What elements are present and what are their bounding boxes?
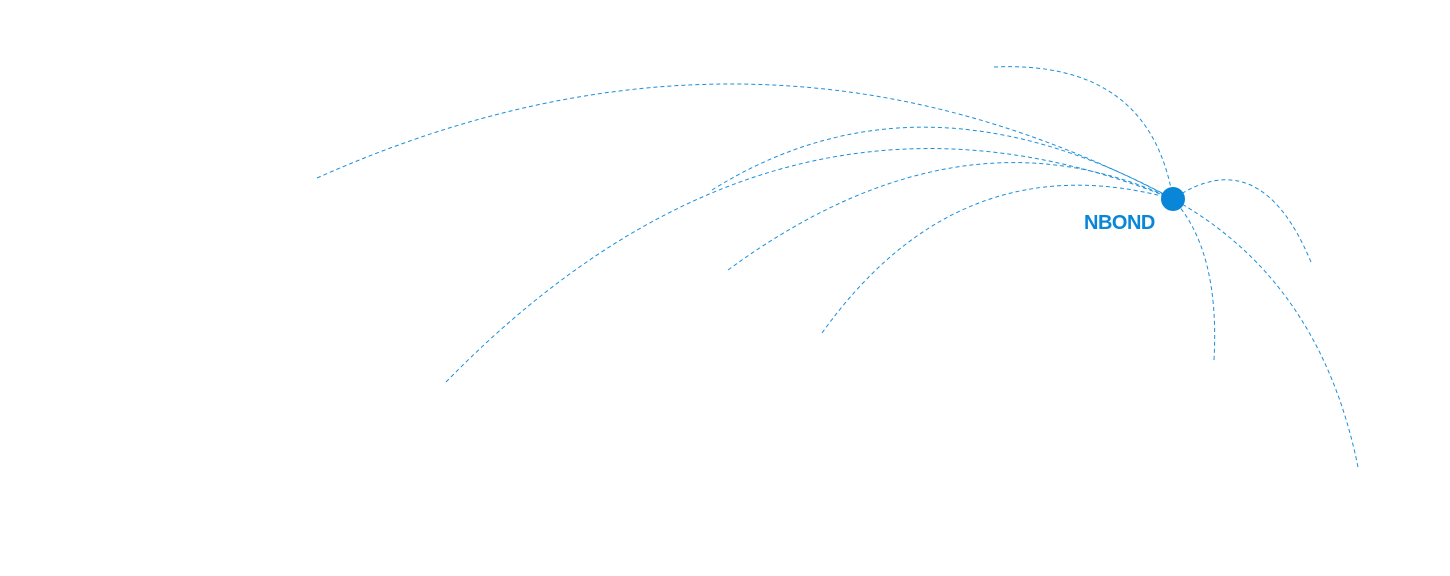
hub-label: NBOND: [1084, 212, 1155, 234]
connection-arc: [445, 148, 1174, 383]
connection-arc: [316, 83, 1174, 200]
connection-arc: [993, 66, 1174, 200]
connection-arc: [821, 184, 1174, 334]
connection-arc: [1172, 198, 1359, 468]
connection-arc: [711, 126, 1174, 200]
hub-node: [1161, 187, 1185, 211]
connection-arc: [1172, 198, 1216, 361]
connection-arc: [1172, 179, 1312, 263]
